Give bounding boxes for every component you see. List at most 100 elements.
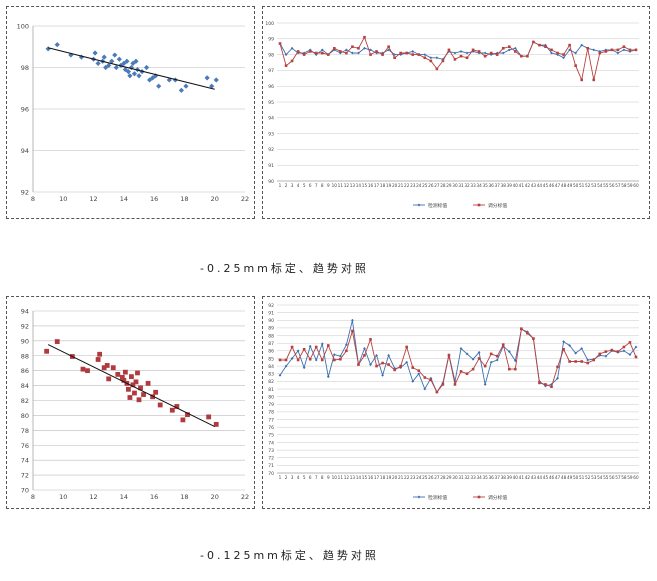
series-marker <box>423 387 427 391</box>
series-marker <box>598 354 602 357</box>
series-marker <box>429 376 433 380</box>
data-point <box>169 407 175 413</box>
x-tick-label: 12 <box>344 183 350 188</box>
x-tick-label: 46 <box>549 183 555 188</box>
x-tick-label: 20 <box>211 493 219 501</box>
series-marker <box>574 360 577 363</box>
x-tick-label: 14 <box>356 183 362 188</box>
x-tick-label: 9 <box>327 475 330 480</box>
x-tick-label: 3 <box>291 183 294 188</box>
series-marker <box>375 51 378 55</box>
data-point <box>103 64 109 71</box>
series-marker <box>399 364 402 368</box>
y-tick-label: 82 <box>21 397 29 405</box>
series-marker <box>308 344 312 348</box>
series-marker <box>393 368 396 372</box>
series-marker <box>423 376 427 379</box>
x-tick-label: 39 <box>507 183 513 188</box>
series-marker <box>550 385 553 389</box>
data-point <box>213 421 219 427</box>
series-marker <box>339 357 342 361</box>
data-point <box>132 390 137 396</box>
series-marker <box>477 350 481 354</box>
y-tick-label: 72 <box>268 456 274 462</box>
y-tick-label: 92 <box>21 189 29 197</box>
y-tick-label: 100 <box>265 21 274 27</box>
y-tick-label: 75 <box>268 433 274 439</box>
series-marker <box>375 364 378 368</box>
series-marker <box>501 343 505 347</box>
series-marker <box>284 358 288 362</box>
series-marker <box>604 350 608 353</box>
series-marker <box>495 53 499 56</box>
x-tick-label: 10 <box>332 475 338 480</box>
series-marker <box>459 347 463 350</box>
x-tick-label: 2 <box>285 475 288 480</box>
x-tick-label: 8 <box>321 475 324 480</box>
series-marker <box>363 347 366 350</box>
legend-swatch-marker <box>477 495 481 499</box>
y-tick-label: 84 <box>268 364 274 370</box>
y-tick-label: 92 <box>268 147 274 153</box>
data-point <box>125 69 131 75</box>
x-tick-label: 47 <box>555 475 561 480</box>
x-tick-label: 26 <box>428 183 434 188</box>
series-marker <box>278 358 282 362</box>
legend-swatch-marker <box>417 203 421 207</box>
series-marker <box>592 358 596 362</box>
series-marker <box>520 327 523 330</box>
x-tick-label: 55 <box>603 183 609 188</box>
series-marker <box>357 51 360 55</box>
x-tick-label: 13 <box>350 475 356 480</box>
data-point <box>101 365 107 371</box>
series-marker <box>284 364 288 368</box>
data-point <box>85 368 90 374</box>
x-tick-label: 15 <box>362 183 368 188</box>
series-marker <box>435 67 439 71</box>
data-point <box>174 404 180 409</box>
y-tick-label: 98 <box>268 52 274 58</box>
x-tick-label: 44 <box>537 183 543 188</box>
scatter-chart-1: 92 94 96 98 100 8 10 12 14 16 18 20 22 <box>17 23 250 204</box>
x-tick-label: 43 <box>531 475 537 480</box>
series-marker <box>483 364 487 368</box>
series-marker <box>369 338 372 341</box>
y-tick-label: 94 <box>21 308 29 316</box>
y-tick-label: 80 <box>268 394 274 400</box>
x-tick-label: 23 <box>410 475 416 480</box>
x-tick-label: 8 <box>321 183 324 188</box>
data-point <box>119 374 125 380</box>
series-marker <box>628 341 632 344</box>
series-marker <box>616 350 620 353</box>
series-marker <box>501 46 505 50</box>
data-point <box>209 83 215 89</box>
x-tick-label: 21 <box>398 183 404 188</box>
series-marker <box>375 354 378 357</box>
series-marker <box>471 357 475 361</box>
series-marker <box>296 358 300 362</box>
y-tick-label: 99 <box>268 37 274 43</box>
y-tick-label: 87 <box>268 341 274 347</box>
series-marker <box>369 363 372 366</box>
data-point <box>121 377 127 383</box>
y-tick-label: 70 <box>21 487 29 495</box>
x-tick-label: 52 <box>585 475 591 480</box>
series-marker <box>568 43 571 47</box>
y-tick-label: 86 <box>268 349 274 355</box>
series-marker <box>429 378 433 382</box>
series-marker <box>405 345 409 349</box>
y-tick-label: 76 <box>21 442 29 450</box>
x-tick-label: 23 <box>410 183 416 188</box>
x-tick-label: 12 <box>344 475 350 480</box>
series-marker <box>314 51 318 55</box>
series-marker <box>333 46 336 50</box>
series-marker <box>290 357 294 360</box>
series-marker <box>544 383 547 386</box>
series-marker <box>381 53 384 56</box>
x-tick-label: 1 <box>279 183 282 188</box>
data-point <box>131 71 138 77</box>
series-marker <box>562 347 565 351</box>
y-tick-label: 97 <box>268 68 274 74</box>
x-tick-label: 43 <box>531 183 537 188</box>
data-point <box>136 397 142 403</box>
